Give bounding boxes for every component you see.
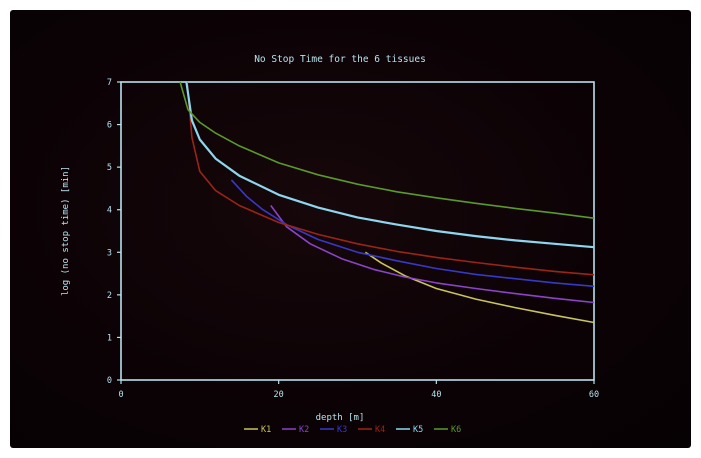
legend: K1 K2 K3 K4 K5 K6 bbox=[244, 425, 461, 435]
legend-label-k2: K2 bbox=[299, 425, 309, 435]
series-line-k4 bbox=[186, 81, 595, 276]
x-tick-label: 60 bbox=[589, 390, 599, 400]
y-tick-label: 1 bbox=[107, 333, 112, 343]
legend-label-k1: K1 bbox=[261, 425, 271, 435]
x-tick-label: 20 bbox=[274, 390, 284, 400]
x-tick-label: 40 bbox=[431, 390, 441, 400]
y-tick-label: 3 bbox=[107, 248, 112, 258]
series-line-k5 bbox=[185, 81, 595, 249]
legend-label-k5: K5 bbox=[413, 425, 423, 435]
series-line-k3 bbox=[230, 179, 595, 288]
legend-label-k3: K3 bbox=[337, 425, 347, 435]
y-tick-label: 2 bbox=[107, 291, 112, 301]
series-lines bbox=[179, 81, 595, 324]
x-tick-label: 0 bbox=[118, 390, 123, 400]
plot-frame bbox=[120, 81, 595, 381]
legend-label-k4: K4 bbox=[375, 425, 385, 435]
series-line-k1 bbox=[364, 251, 595, 324]
axis-ticks: 0 1 2 3 4 5 6 7 0 20 40 60 bbox=[107, 78, 599, 400]
legend-label-k6: K6 bbox=[451, 425, 461, 435]
crt-monitor bbox=[10, 10, 691, 448]
series-line-k6 bbox=[179, 81, 595, 219]
series-line-k2 bbox=[270, 205, 595, 304]
y-tick-label: 6 bbox=[107, 121, 112, 131]
y-tick-label: 5 bbox=[107, 163, 112, 173]
y-tick-label: 4 bbox=[107, 206, 112, 216]
y-tick-label: 7 bbox=[107, 78, 112, 88]
y-axis-label: log (no stop time) [min] bbox=[61, 166, 71, 296]
y-tick-label: 0 bbox=[107, 376, 112, 386]
chart-title: No Stop Time for the 6 tissues bbox=[254, 54, 426, 65]
x-axis-label: depth [m] bbox=[316, 413, 365, 423]
